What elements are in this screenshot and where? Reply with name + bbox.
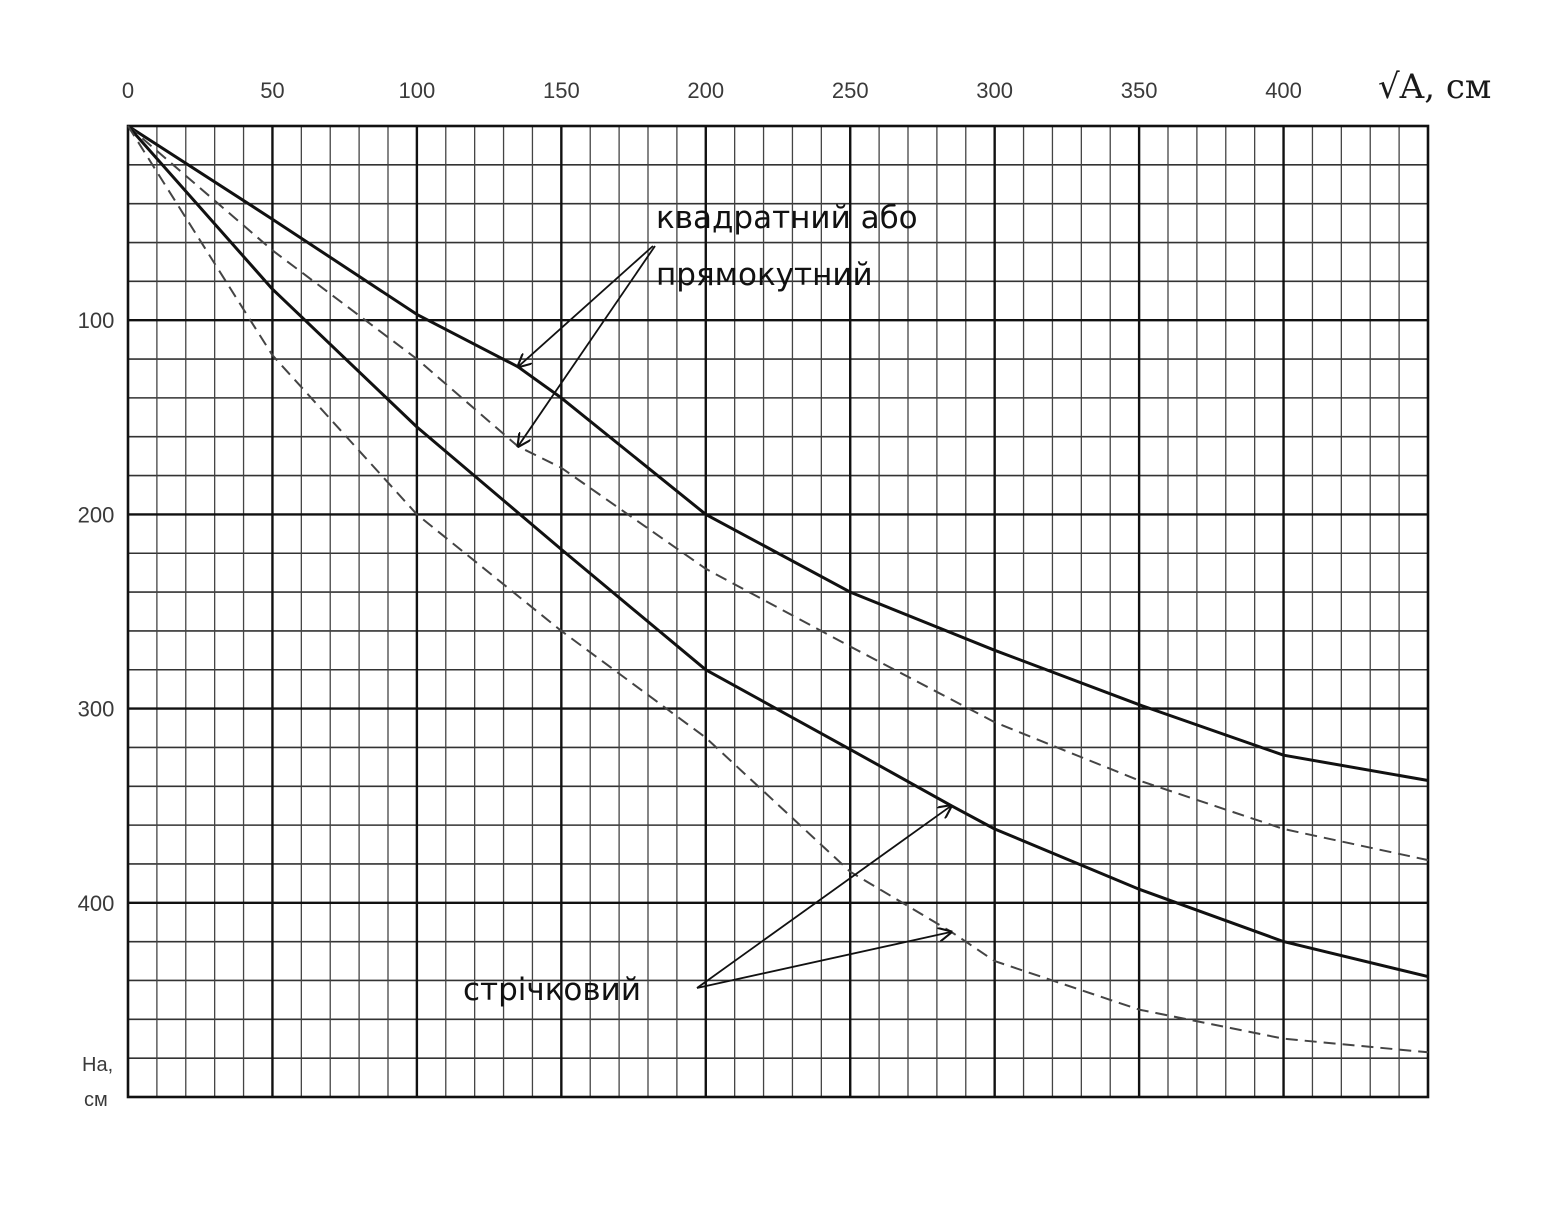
- y-tick-label: 100: [78, 308, 115, 333]
- annotation-arrow: [696, 932, 951, 989]
- x-tick-label: 300: [976, 78, 1013, 103]
- y-axis-title-line1: Ha,: [82, 1054, 113, 1076]
- x-tick-label: 150: [543, 78, 580, 103]
- y-tick-label: 200: [78, 502, 115, 527]
- x-tick-label: 0: [122, 78, 134, 103]
- annotation-strip: стрічковий: [463, 972, 641, 1008]
- y-axis-title-line2: см: [84, 1089, 108, 1111]
- annotation-arrow: [518, 245, 654, 367]
- series-square-dashed: [127, 125, 1429, 862]
- series-group: [126, 124, 1429, 1054]
- axis-labels: √A, см Ha, см 0 50 100 150 200 250 300 350 400 10…: [78, 67, 1492, 1111]
- series-strip-dashed: [127, 125, 1429, 1054]
- series-square-solid: [127, 124, 1429, 782]
- x-tick-label: 200: [687, 78, 724, 103]
- x-tick-label: 50: [260, 78, 284, 103]
- annotations: квадратний або прямокутний стрічковий: [463, 200, 951, 1008]
- annotation-arrow: [518, 245, 656, 446]
- annotation-square-line2: прямокутний: [656, 257, 873, 293]
- x-axis-title: √A, см: [1378, 67, 1491, 107]
- plot-frame: [126, 124, 1430, 1099]
- series-strip-solid: [126, 125, 1429, 979]
- annotation-square-line1: квадратний або: [656, 200, 918, 236]
- y-tick-label: 300: [78, 697, 115, 722]
- x-tick-label: 400: [1265, 78, 1302, 103]
- x-tick-label: 350: [1121, 78, 1158, 103]
- y-tick-label: 400: [78, 891, 115, 916]
- x-tick-label: 100: [399, 78, 436, 103]
- x-tick-label: 250: [832, 78, 869, 103]
- annotation-arrow: [696, 806, 951, 989]
